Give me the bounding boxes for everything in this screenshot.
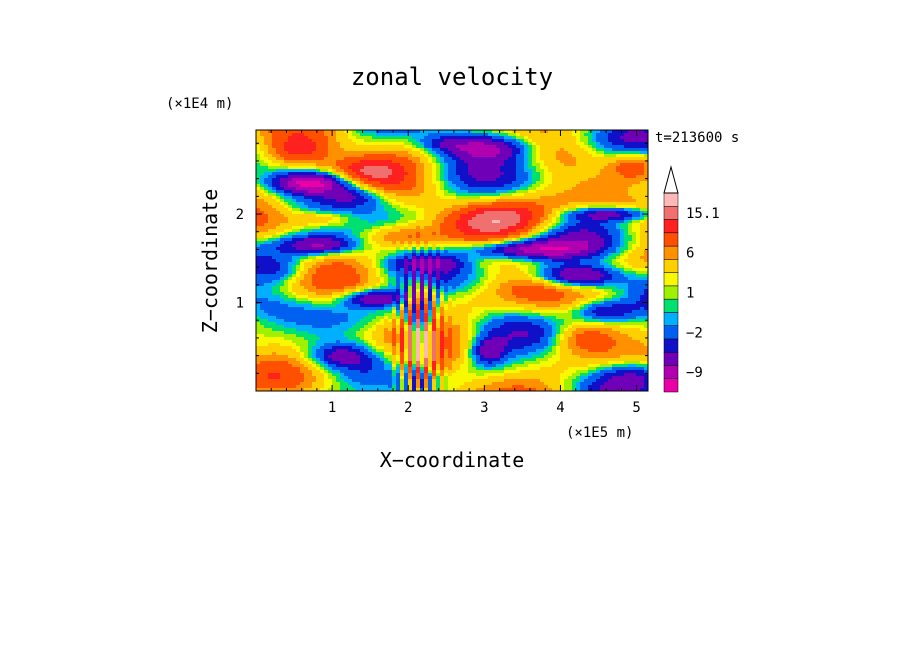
colorbar-segment — [663, 219, 679, 234]
colorbar-label: 6 — [686, 246, 694, 262]
colorbar-segment — [663, 259, 679, 273]
x-axis-label: X−coordinate — [380, 448, 525, 472]
colorbar-label: 1 — [686, 286, 694, 302]
colorbar-segment — [663, 378, 679, 393]
colorbar-extend-arrow — [663, 165, 679, 194]
colorbar: 15.1 6 1 −2 −9 — [663, 165, 720, 393]
x-axis: 1 2 3 4 5 — [270, 130, 641, 416]
colorbar-label: 15.1 — [686, 206, 720, 222]
colorbar-label: −9 — [686, 365, 703, 381]
colorbar-segment — [663, 285, 679, 300]
x-tick-label: 4 — [556, 400, 564, 416]
x-tick-label: 1 — [328, 400, 336, 416]
colorbar-segment — [663, 192, 679, 207]
y-tick-label: 2 — [236, 207, 244, 223]
colorbar-segment — [663, 325, 679, 340]
time-label: t=213600 s — [655, 130, 739, 146]
x-scale-label: (×1E5 m) — [566, 425, 633, 441]
colorbar-segment — [663, 365, 679, 379]
y-axis-label: Z−coordinate — [198, 189, 222, 334]
y-axis: 12 — [236, 142, 648, 374]
colorbar-segment — [663, 338, 679, 353]
colorbar-label: −2 — [686, 325, 703, 341]
chart-title: zonal velocity — [351, 63, 553, 91]
plot-frame — [255, 129, 649, 392]
x-tick-label: 2 — [404, 400, 412, 416]
colorbar-segment — [663, 298, 679, 313]
y-tick-label: 1 — [236, 296, 244, 312]
colorbar-segment — [663, 245, 679, 260]
colorbar-segment — [663, 232, 679, 247]
colorbar-segment — [663, 312, 679, 326]
x-tick-label: 3 — [480, 400, 488, 416]
colorbar-segment — [663, 272, 679, 287]
velocity-field — [256, 130, 648, 391]
colorbar-segment — [663, 206, 679, 220]
colorbar-segment — [663, 351, 679, 366]
y-scale-label: (×1E4 m) — [166, 96, 233, 112]
x-tick-label: 5 — [632, 400, 640, 416]
